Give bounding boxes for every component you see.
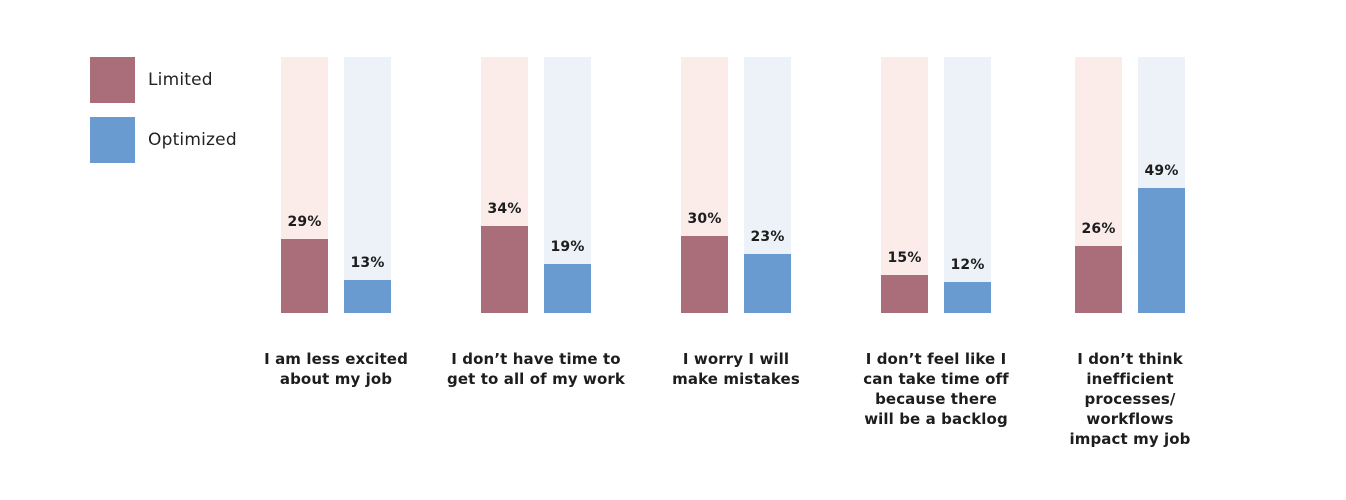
value-label: 23% [750, 229, 785, 246]
bar-track-limited: 15% [881, 57, 928, 313]
value-label: 15% [887, 249, 922, 266]
legend-swatch-limited [90, 57, 135, 103]
bar-track-limited: 26% [1075, 57, 1122, 313]
bar-track-optimized: 23% [744, 57, 791, 313]
legend-swatch-optimized [90, 117, 135, 163]
category-label: I don’t feel like I can take time off be… [863, 350, 1009, 428]
bar-optimized [744, 254, 791, 313]
value-label: 13% [350, 254, 385, 271]
legend: Limited Optimized [90, 57, 237, 177]
bar-limited [881, 274, 928, 313]
value-label: 19% [550, 239, 585, 256]
bar-track-limited: 34% [481, 57, 528, 313]
value-label: 34% [487, 200, 522, 217]
bar-track-optimized: 12% [944, 57, 991, 313]
bar-limited [481, 225, 528, 313]
category-label: I don’t think inefficient processes/ wor… [1069, 350, 1191, 448]
bar-limited [281, 238, 328, 313]
legend-item-optimized: Optimized [90, 117, 237, 163]
category-label: I am less excited about my job [264, 350, 408, 388]
value-label: 29% [287, 213, 322, 230]
bar-limited [1075, 246, 1122, 313]
bar-track-optimized: 49% [1138, 57, 1185, 313]
value-label: 26% [1081, 221, 1116, 238]
category-label: I don’t have time to get to all of my wo… [447, 350, 625, 388]
value-label: 12% [950, 257, 985, 274]
category-label: I worry I will make mistakes [672, 350, 800, 388]
value-label: 49% [1144, 162, 1179, 179]
legend-label-limited: Limited [148, 70, 213, 90]
legend-label-optimized: Optimized [148, 130, 237, 150]
bar-track-limited: 29% [281, 57, 328, 313]
bar-optimized [544, 264, 591, 313]
value-label: 30% [687, 211, 722, 228]
bar-optimized [1138, 187, 1185, 313]
bar-limited [681, 236, 728, 313]
legend-item-limited: Limited [90, 57, 237, 103]
bar-optimized [344, 279, 391, 313]
bar-optimized [944, 282, 991, 313]
bar-track-limited: 30% [681, 57, 728, 313]
bar-track-optimized: 13% [344, 57, 391, 313]
bar-track-optimized: 19% [544, 57, 591, 313]
